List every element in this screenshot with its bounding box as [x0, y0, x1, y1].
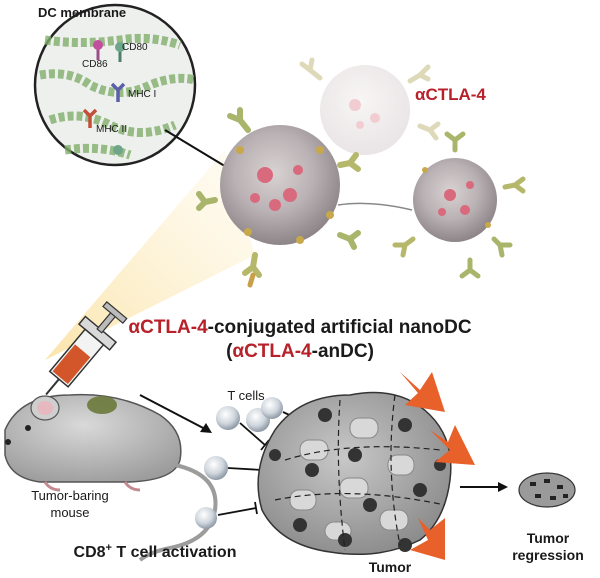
label-cd80: CD80 — [122, 42, 148, 53]
tumor-mass — [257, 391, 452, 556]
mouse-to-tumor-arrow — [139, 394, 208, 431]
particle-tether — [337, 202, 413, 211]
mouse-icon — [0, 393, 218, 562]
nanoparticle-back — [320, 65, 410, 155]
mouse-label-line2: mouse — [50, 505, 89, 520]
regression-label-line2: regression — [512, 547, 584, 563]
cd8-activation-label: CD8+ T cell activation — [74, 542, 237, 561]
t-cell-group — [195, 397, 283, 529]
regression-label-line1: Tumor — [527, 530, 570, 546]
cd86-receptor — [93, 40, 103, 60]
orange-arrow-group — [400, 372, 475, 560]
construct-title-line2: (αCTLA-4-anDC) — [226, 341, 374, 362]
cd80-receptor — [115, 42, 125, 62]
label-mhc1: MHC I — [128, 89, 156, 100]
antibody-label: αCTLA-4 — [415, 85, 486, 104]
antibody-group-main — [196, 107, 361, 288]
antibody-group-back — [299, 57, 441, 141]
mouse-label-line1: Tumor-baring — [31, 488, 109, 503]
mhc1-receptor — [110, 82, 126, 102]
label-mhc2: MHC II — [96, 124, 127, 135]
label-cd86: CD86 — [82, 59, 108, 70]
tumor-label: Tumor — [369, 559, 412, 575]
membrane-inset: CD80 CD86 MHC I MHC II — [33, 3, 197, 167]
membrane-title: DC membrane — [38, 5, 126, 20]
nanoparticle-right — [413, 158, 497, 242]
antibody-group-right — [392, 131, 526, 279]
mhc2-receptor — [82, 108, 98, 128]
inset-pointer-line — [164, 129, 229, 169]
syringe-icon — [45, 301, 128, 396]
nanoparticle-main — [220, 125, 340, 245]
construct-title-line1: αCTLA-4-conjugated artificial nanoDC — [128, 317, 471, 338]
t-cells-label: T cells — [227, 388, 265, 403]
regressed-tumor — [518, 472, 576, 508]
